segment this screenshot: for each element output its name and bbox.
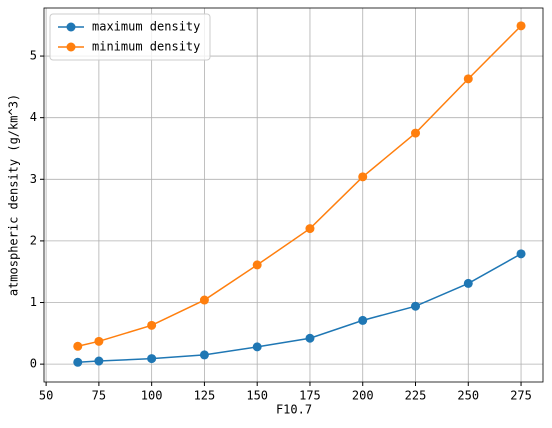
point — [73, 357, 83, 367]
legend-label: maximum density — [92, 20, 200, 34]
legend-label: minimum density — [92, 40, 200, 54]
point — [463, 74, 473, 84]
x-tick-label: 225 — [405, 389, 427, 403]
x-tick-label: 150 — [246, 389, 268, 403]
y-axis-label: atmospheric density (g/km^3) — [7, 94, 21, 296]
y-tick-label: 1 — [30, 295, 37, 309]
x-tick-label: 100 — [141, 389, 163, 403]
legend-marker — [66, 22, 76, 32]
point — [411, 301, 421, 311]
point — [73, 341, 83, 351]
point — [252, 342, 262, 352]
point — [147, 354, 157, 364]
point — [199, 350, 209, 360]
y-tick-label: 4 — [30, 110, 37, 124]
legend-marker — [66, 42, 76, 52]
point — [199, 295, 209, 305]
point — [252, 260, 262, 270]
x-axis-label: F10.7 — [276, 403, 312, 417]
series-line — [77, 25, 522, 347]
point — [94, 336, 104, 346]
y-tick-label: 5 — [30, 49, 37, 63]
x-tick-label: 50 — [39, 389, 53, 403]
x-tick-label: 250 — [457, 389, 479, 403]
series-line — [77, 253, 522, 364]
point — [305, 224, 315, 234]
plot-frame — [43, 7, 544, 383]
point — [411, 128, 421, 138]
point — [305, 333, 315, 343]
x-tick-label: 200 — [352, 389, 374, 403]
legend-box — [49, 13, 211, 61]
point — [516, 249, 526, 259]
point — [463, 278, 473, 288]
y-tick-label: 3 — [30, 172, 37, 186]
point — [147, 320, 157, 330]
y-tick-label: 0 — [30, 357, 37, 371]
x-tick-label: 125 — [194, 389, 216, 403]
point — [516, 21, 526, 31]
point — [358, 172, 368, 182]
point — [358, 315, 368, 325]
y-tick-label: 2 — [30, 233, 37, 247]
x-tick-label: 75 — [92, 389, 106, 403]
point — [94, 356, 104, 366]
x-tick-label: 175 — [299, 389, 321, 403]
x-tick-label: 275 — [510, 389, 532, 403]
